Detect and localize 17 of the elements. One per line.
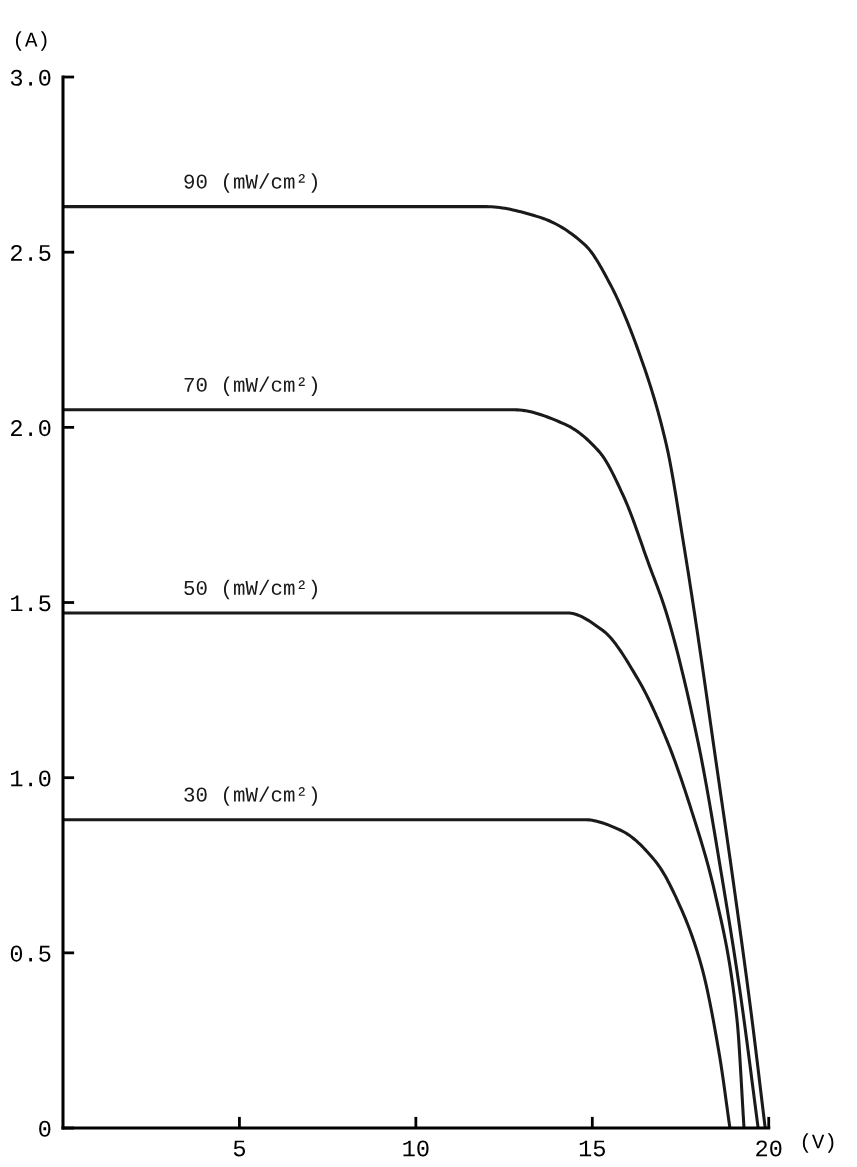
y-tick-label: 0 xyxy=(39,1120,51,1137)
series-label: 50 (mW/cm²) xyxy=(184,579,317,600)
x-axis-title: (V) xyxy=(802,1133,834,1153)
y-tick-label: 0.5 xyxy=(10,945,51,962)
x-tick-label: 10 xyxy=(403,1140,429,1157)
y-tick-label: 1.5 xyxy=(11,595,51,612)
y-tick-label: 2.0 xyxy=(11,420,51,437)
x-tick-label: 20 xyxy=(756,1140,782,1157)
y-tick-label: 1.0 xyxy=(11,770,51,787)
y-tick-label: 2.5 xyxy=(11,244,51,261)
series-label: 30 (mW/cm²) xyxy=(184,786,317,806)
y-axis-title: (A) xyxy=(15,31,47,51)
y-tick-label: 3.0 xyxy=(10,69,51,86)
series-label: 90 (mW/cm²) xyxy=(184,173,317,193)
x-tick-label: 5 xyxy=(233,1140,246,1157)
series-label: 70 (mW/cm²) xyxy=(184,376,317,396)
x-tick-label: 15 xyxy=(579,1140,605,1157)
